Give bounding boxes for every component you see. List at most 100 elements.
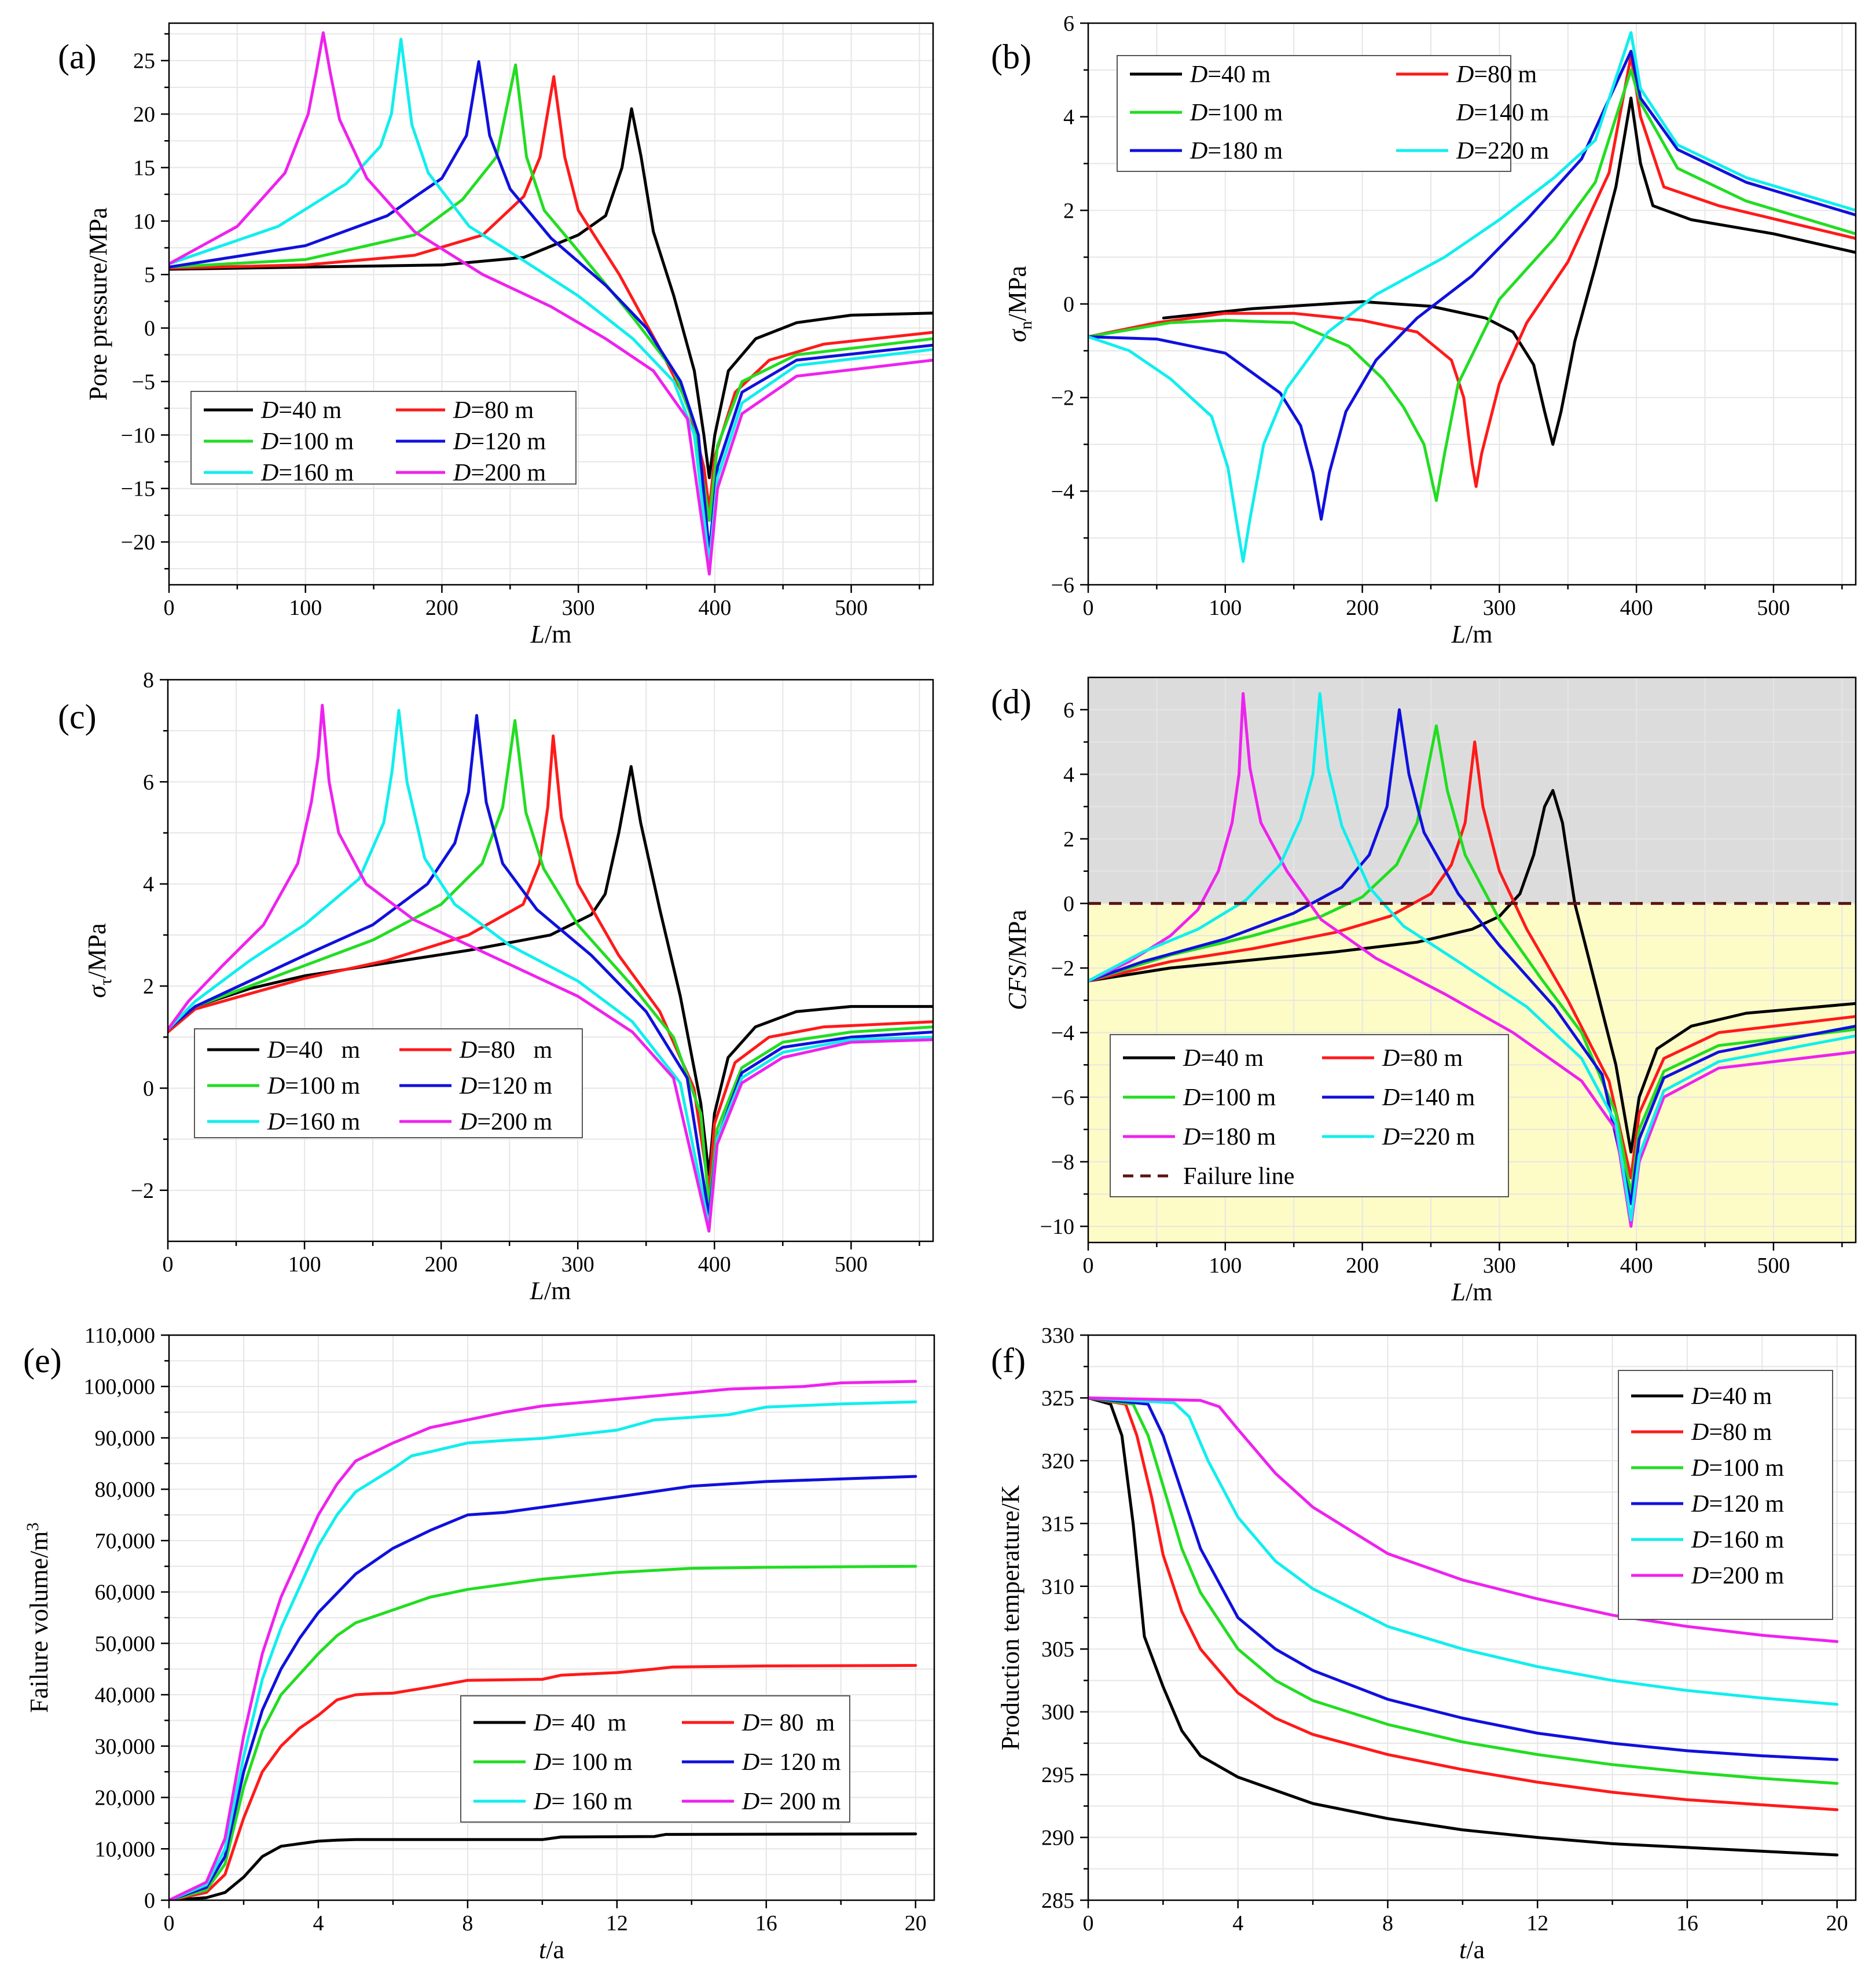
legend-box	[1110, 1034, 1509, 1197]
y-tick-label: −2	[1051, 386, 1074, 410]
panel-letter: (b)	[991, 38, 1031, 76]
y-tick-label: −5	[132, 370, 155, 394]
x-tick-label: 16	[755, 1911, 777, 1936]
y-tick-label: −2	[1051, 956, 1074, 981]
x-tick-label: 400	[1620, 1253, 1653, 1278]
series-line-4	[169, 60, 933, 555]
x-axis-title: t/a	[539, 1936, 564, 1964]
legend-entry-label: D=100 m	[1691, 1455, 1785, 1482]
series-line-1	[169, 107, 933, 479]
panel-letter: (f)	[991, 1341, 1026, 1380]
y-tick-label: 0	[143, 1076, 154, 1101]
series-line-2	[169, 1664, 917, 1900]
y-tick-label: 40,000	[95, 1683, 156, 1707]
x-tick-label: 300	[562, 596, 595, 620]
y-tick-label: 15	[133, 156, 155, 180]
legend-entry-label: Failure line	[1183, 1163, 1294, 1190]
x-tick-label: 500	[835, 596, 868, 620]
series-group	[169, 1380, 917, 1900]
series-line-5	[168, 709, 933, 1227]
y-tick-label: 50,000	[95, 1632, 156, 1656]
series-line-5	[169, 38, 933, 565]
ticks	[161, 33, 920, 593]
legend-entry-label: D=140 m	[1456, 100, 1550, 126]
y-tick-label: −10	[1040, 1215, 1074, 1239]
x-tick-label: 12	[606, 1911, 628, 1936]
series-line-3	[1088, 68, 1856, 502]
legend-entry-label: D=200 m	[1691, 1563, 1785, 1589]
x-tick-label: 100	[1209, 596, 1242, 620]
legend-entry-label: D=180 m	[1183, 1124, 1276, 1150]
y-tick-label: 0	[144, 317, 155, 341]
panel-a: 0 100 200 300 400 500 −20 −15 −10 −5 0 5 10 15 20 25 L/m…	[58, 22, 934, 648]
y-axis-title: Production temperature/K	[996, 1485, 1025, 1750]
y-tick-label: −20	[121, 530, 155, 555]
legend-box	[190, 391, 577, 485]
x-tick-label: 100	[289, 596, 322, 620]
x-tick-label: 0	[164, 596, 175, 620]
y-tick-label: 0	[1063, 892, 1074, 916]
y-axis-title: CFS/MPa	[1003, 910, 1031, 1010]
panel-letter: (c)	[58, 698, 97, 736]
series-line-4	[1088, 708, 1856, 1205]
y-tick-label: 5	[144, 263, 155, 287]
x-tick-label: 400	[698, 596, 731, 620]
legend-box	[1618, 1370, 1833, 1620]
legend: D=40 m D=80 m D=100 m D=120 m D=160 m D=200 m	[190, 391, 577, 486]
y-tick-label: 295	[1041, 1763, 1074, 1787]
y-tick-label: 10,000	[95, 1837, 156, 1861]
y-tick-label: 4	[143, 873, 154, 897]
y-tick-label: 90,000	[95, 1426, 156, 1450]
panel-c: 0 100 200 300 400 500 −2 0 2 4 6 8 L/m στ/MPa (c) D=40 …	[58, 668, 934, 1305]
axes-frame	[167, 679, 934, 1242]
y-tick-label: 70,000	[95, 1529, 156, 1553]
y-tick-label: 20	[133, 102, 155, 127]
y-tick-label: 320	[1041, 1449, 1074, 1473]
y-tick-label: 60,000	[95, 1581, 156, 1605]
y-tick-label: −2	[131, 1179, 154, 1203]
series-line-5	[169, 1400, 917, 1900]
legend-entry-label: D=80 m	[1382, 1045, 1463, 1072]
series-line-2	[1088, 54, 1856, 488]
x-tick-label: 0	[1083, 1911, 1094, 1936]
y-tick-label: 6	[143, 770, 154, 794]
x-tick-label: 0	[1083, 1253, 1094, 1278]
legend-entry-label: D= 120 m	[741, 1749, 841, 1776]
series-line-3	[168, 719, 933, 1207]
series-line-3	[1088, 724, 1856, 1196]
legend-entry-label: D=120 m	[459, 1073, 553, 1099]
legend-entry-label: D= 160 m	[533, 1788, 633, 1815]
y-tick-label: 30,000	[95, 1735, 156, 1759]
legend-entry-label: D= 80 m	[741, 1710, 835, 1736]
y-tick-label: 100,000	[84, 1375, 156, 1399]
y-tick-label: 2	[143, 974, 154, 999]
y-tick-label: 285	[1041, 1889, 1074, 1913]
x-tick-label: 500	[1757, 596, 1790, 620]
x-tick-label: 20	[905, 1911, 927, 1936]
legend-entry-label: D= 200 m	[741, 1788, 841, 1815]
legend-entry-label: D=40 m	[1183, 1045, 1264, 1072]
legend-entry-label: D=100 m	[1183, 1084, 1276, 1111]
y-tick-label: 310	[1041, 1575, 1074, 1599]
y-tick-label: 2	[1063, 199, 1074, 223]
legend-entry-label: D=220 m	[1456, 138, 1550, 164]
x-tick-label: 500	[835, 1252, 868, 1277]
panel-e: 0 4 8 12 16 20 0 10,000 20,000 30,000 40,000 50,000…	[23, 1324, 935, 1964]
y-axis-title: Failure volume/m3	[23, 1522, 53, 1713]
x-tick-label: 300	[1483, 1253, 1516, 1278]
y-tick-label: 6	[1063, 12, 1074, 36]
y-tick-label: 25	[133, 49, 155, 74]
x-tick-label: 500	[1757, 1253, 1790, 1278]
series-group	[1088, 692, 1856, 1228]
series-line-6	[168, 703, 933, 1233]
series-line-6	[1088, 1396, 1839, 1643]
y-tick-label: 0	[144, 1889, 155, 1913]
y-tick-label: 0	[1063, 292, 1074, 317]
legend-entry-label: D=100 m	[267, 1073, 361, 1099]
grid	[169, 23, 933, 585]
legend-entry-label: D=140 m	[1382, 1084, 1475, 1111]
x-axis-title: L/m	[530, 620, 572, 648]
y-tick-label: 290	[1041, 1826, 1074, 1850]
legend-entry-label: D= 100 m	[533, 1749, 633, 1776]
series-line-4	[1088, 1396, 1839, 1761]
